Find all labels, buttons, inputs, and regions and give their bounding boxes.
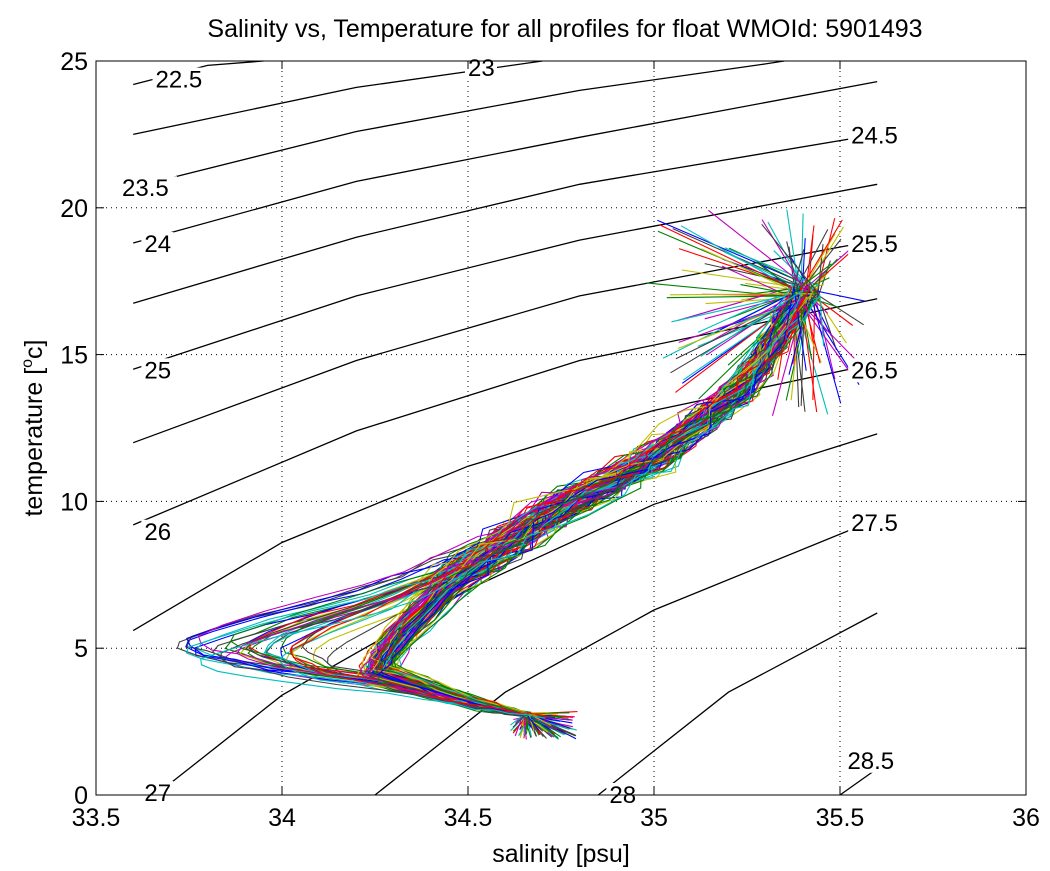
ts-profile-line (377, 287, 807, 731)
contour-label-bg (848, 358, 907, 383)
ts-profile-line (376, 288, 816, 735)
ts-profile-line (359, 297, 866, 737)
ts-profile-line (247, 288, 804, 718)
y-axis-label-sup: o (19, 359, 36, 368)
ts-profile-line (371, 293, 814, 732)
ts-profile-line (236, 297, 805, 734)
y-axis-label-end: c] (20, 339, 48, 358)
ts-profile-line (200, 288, 804, 719)
contour-label: 24 (144, 231, 171, 258)
density-contour-line (839, 768, 878, 796)
x-tick-label: 35 (640, 804, 668, 832)
density-contour-line (133, 60, 785, 188)
contour-label-bg (848, 510, 907, 535)
x-tick-label: 36 (1012, 804, 1040, 832)
y-tick-label: 15 (60, 342, 88, 370)
contour-label-bg (141, 358, 174, 383)
ts-profile-line (374, 283, 824, 717)
ts-profile-line (289, 298, 803, 729)
density-contour-line (132, 362, 878, 632)
ts-profile-line (381, 297, 792, 731)
contour-label: 25.5 (851, 231, 898, 258)
y-tick-label: 10 (60, 488, 88, 516)
ts-profile-line (382, 295, 806, 738)
chart-title: Salinity vs, Temperature for all profile… (207, 15, 922, 43)
density-contour-line (169, 433, 878, 784)
y-axis-label-main: temperature [ (20, 368, 48, 517)
ts-profile-line (379, 295, 813, 733)
contour-label-bg (119, 176, 178, 201)
ts-profile-line (373, 288, 812, 732)
contour-label-bg (848, 232, 907, 257)
contour-label: 26.5 (851, 357, 898, 384)
contour-label: 27.5 (851, 510, 898, 537)
y-tick-label: 0 (74, 782, 88, 810)
x-tick-label: 34.5 (444, 804, 493, 832)
contour-label: 24.5 (851, 122, 898, 149)
contour-label-bg (465, 55, 497, 80)
y-tick-label: 25 (60, 48, 88, 76)
contour-label-bg (141, 781, 174, 806)
density-contour-line (133, 80, 878, 244)
contour-label-bg (141, 519, 174, 544)
axis-ticks: 33.5 34 34.5 35 35.5 36 0 5 10 15 20 25 (60, 48, 1040, 832)
density-contour-line (132, 298, 878, 526)
density-contour-line (133, 133, 878, 304)
density-contour-line (132, 239, 878, 444)
ts-profile-line (372, 224, 793, 717)
contour-label-bg (848, 123, 907, 148)
contour-label: 23 (468, 55, 495, 82)
contour-label: 26 (144, 519, 171, 546)
contour-label-bg (152, 67, 211, 92)
y-tick-label: 20 (60, 195, 88, 223)
ts-profile-line (245, 263, 801, 735)
contour-label: 27 (144, 780, 171, 807)
contour-label: 25 (144, 357, 171, 384)
density-contour-line (374, 518, 878, 796)
ts-profile-line (378, 263, 832, 730)
ts-profile-line (376, 209, 799, 730)
density-contour-line (597, 612, 878, 796)
x-tick-label: 35.5 (816, 804, 865, 832)
x-tick-label: 34 (268, 804, 296, 832)
contour-label-bg (141, 232, 174, 257)
ts-profile-line (383, 287, 866, 721)
density-contour-line (132, 183, 878, 370)
y-tick-label: 5 (74, 635, 88, 663)
ts-profile-line (369, 291, 854, 718)
y-axis-label: temperature [oc] (19, 339, 48, 516)
ts-profile-line (369, 209, 811, 724)
contour-label: 22.5 (156, 67, 203, 94)
ts-profile-line (238, 297, 802, 716)
x-tick-label: 33.5 (72, 804, 121, 832)
ts-profile-line (291, 289, 811, 719)
ts-profile-line (380, 292, 805, 736)
ts-profile-line (375, 230, 794, 718)
ts-profiles (176, 209, 866, 740)
contour-label: 23.5 (122, 175, 169, 202)
contour-label-bg (844, 748, 903, 773)
contour-label: 28.5 (847, 748, 894, 775)
plot-frame (95, 60, 1027, 796)
grid-lines (96, 61, 1026, 795)
x-axis-label: salinity [psu] (492, 840, 630, 868)
density-contours (132, 60, 878, 796)
